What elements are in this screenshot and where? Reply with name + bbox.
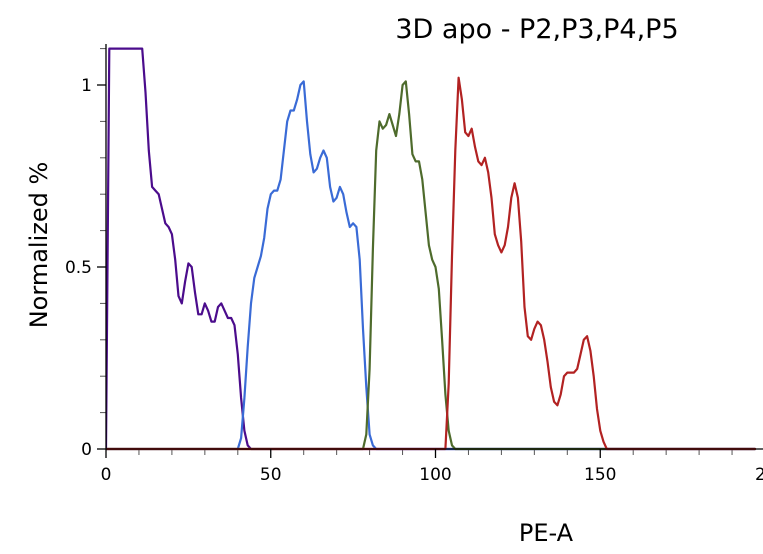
- y-axis-ticks: 00.51: [65, 76, 106, 460]
- x-axis-ticks: 0 50 100 150 2: [101, 449, 763, 485]
- y-tick-label: 1: [81, 76, 92, 96]
- y-axis-minor-ticks: [100, 48, 733, 455]
- series-layer: [106, 47, 757, 451]
- x-tick-label: 150: [584, 465, 616, 485]
- chart-title: 3D apo - P2,P3,P4,P5: [395, 14, 678, 45]
- y-axis-label: Normalized %: [25, 162, 53, 329]
- x-tick-label: 2: [755, 465, 763, 485]
- x-axis-label: PE-A: [519, 519, 574, 547]
- y-tick-label: 0.5: [65, 258, 92, 278]
- series-line-2: [106, 80, 757, 451]
- x-tick-label: 100: [419, 465, 451, 485]
- y-tick-label: 0: [81, 440, 92, 460]
- series-line-1: [106, 47, 757, 451]
- series-line-3: [106, 80, 757, 451]
- x-tick-label: 50: [260, 465, 282, 485]
- x-tick-label: 0: [101, 465, 112, 485]
- series-line-4: [106, 76, 757, 451]
